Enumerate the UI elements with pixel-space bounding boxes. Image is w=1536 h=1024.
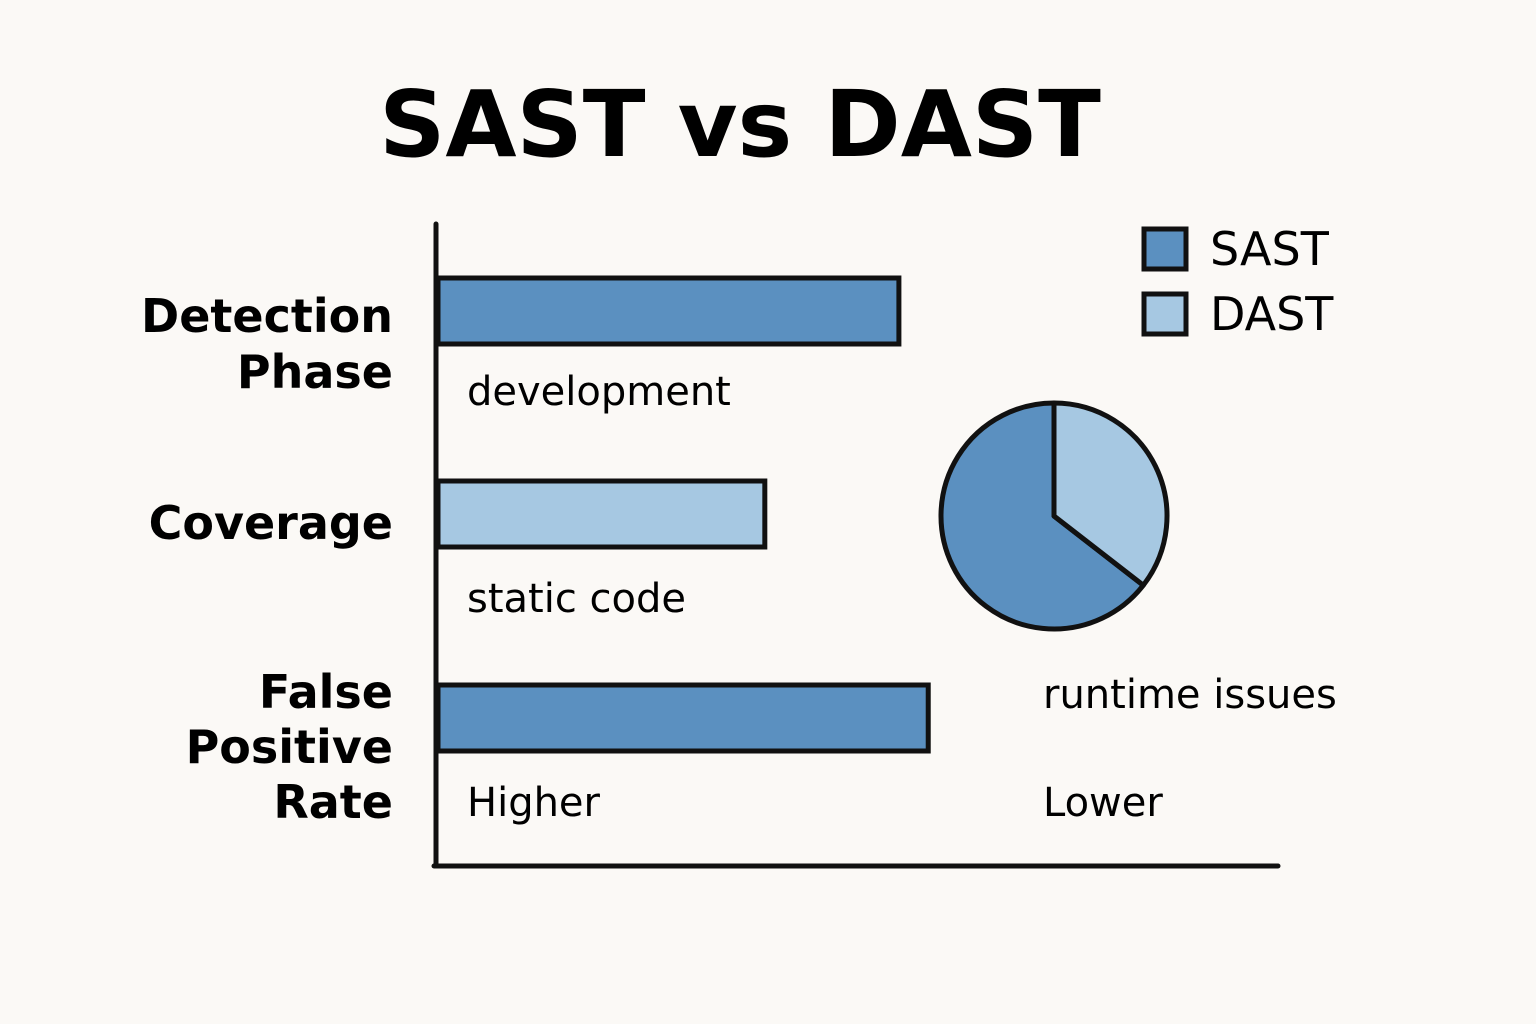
bar-note-0: development bbox=[467, 369, 731, 415]
legend-swatch-sast bbox=[1141, 226, 1189, 272]
chart-title: SAST vs DAST bbox=[379, 71, 1101, 178]
pie-label: runtime issues bbox=[1043, 672, 1337, 718]
category-label-line: Positive bbox=[186, 720, 393, 774]
bar-note-2: Higher bbox=[467, 780, 601, 826]
legend-swatch-dast bbox=[1141, 291, 1189, 337]
bars bbox=[435, 275, 931, 754]
category-label-line: False bbox=[259, 665, 393, 719]
category-label-line: Phase bbox=[237, 345, 393, 399]
bar-0 bbox=[435, 275, 902, 347]
legend-label-sast: SAST bbox=[1210, 222, 1330, 276]
category-label-line: Detection bbox=[141, 289, 393, 343]
pie-chart bbox=[938, 400, 1170, 632]
category-label-line: Coverage bbox=[149, 496, 393, 550]
legend-label-dast: DAST bbox=[1210, 287, 1334, 341]
bar-1 bbox=[435, 478, 768, 550]
bar-note-right-2: Lower bbox=[1043, 780, 1163, 826]
bar-notes: development static code Higher Lower bbox=[467, 369, 1163, 826]
bar-note-1: static code bbox=[467, 576, 686, 622]
bar-2 bbox=[435, 682, 931, 754]
legend: SAST DAST bbox=[1141, 222, 1334, 341]
pie-slice-dast bbox=[1051, 400, 1170, 588]
category-label-line: Rate bbox=[273, 775, 393, 829]
pie-slice-sast bbox=[938, 400, 1146, 632]
